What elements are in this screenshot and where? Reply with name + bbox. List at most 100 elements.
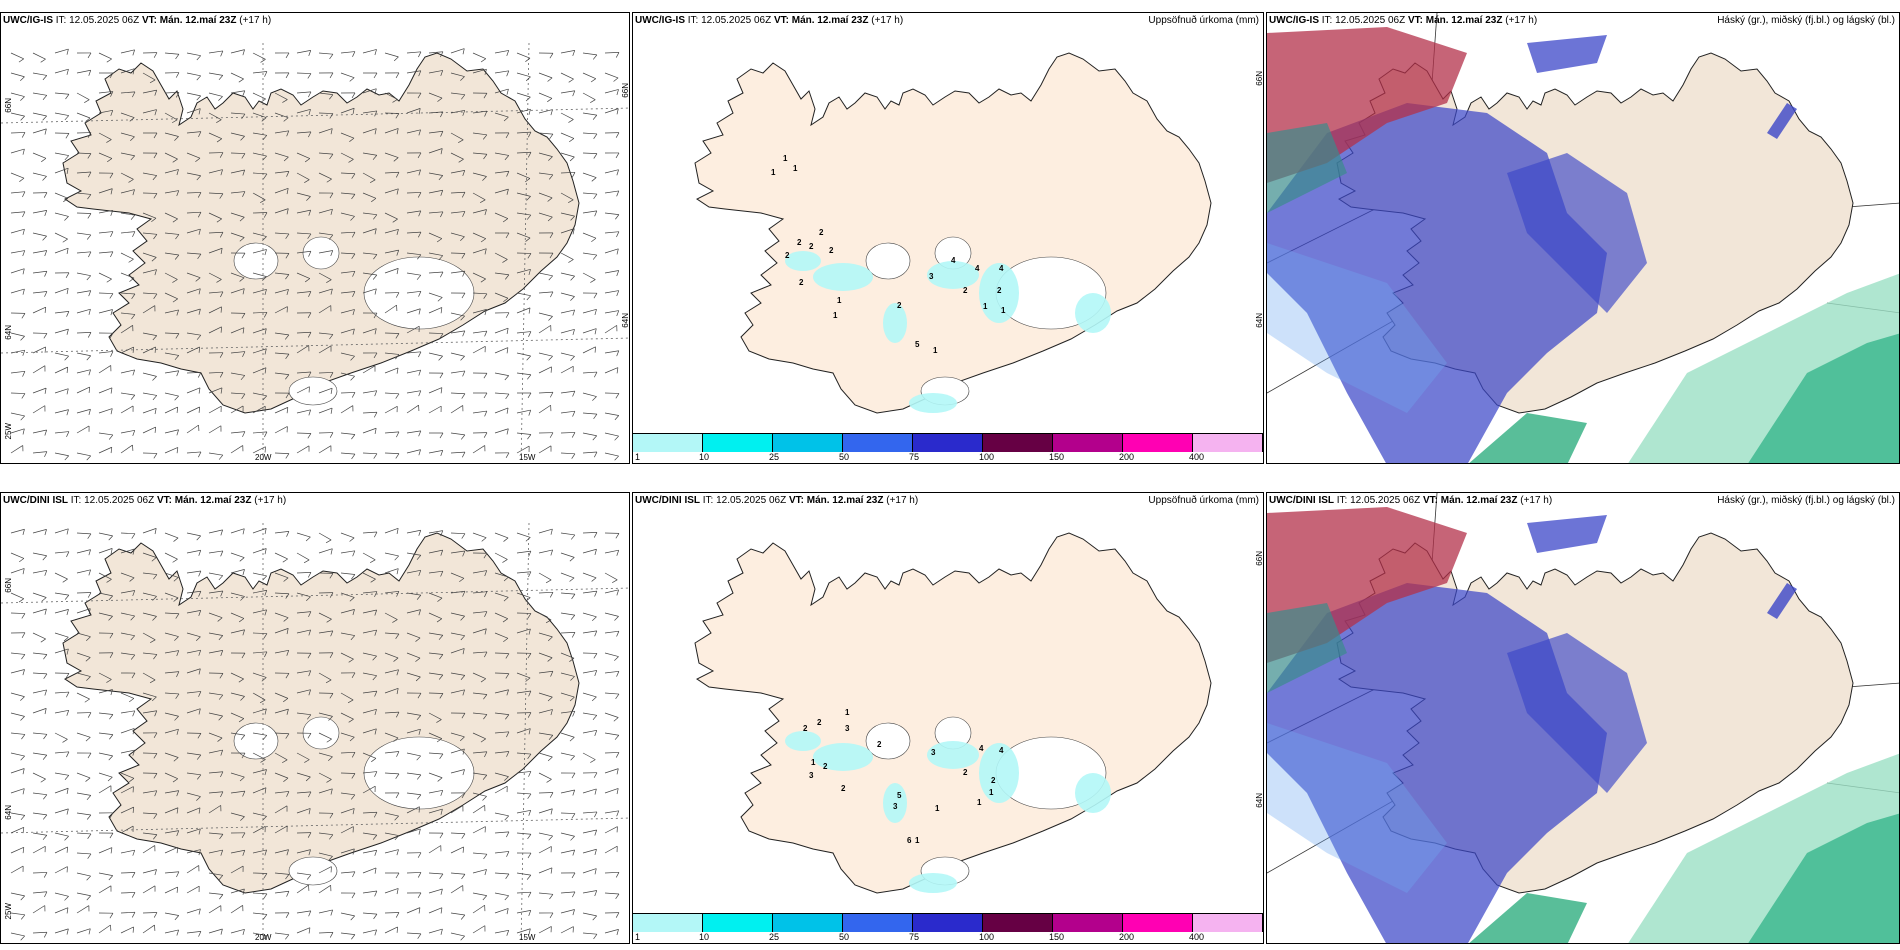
wind-barb [318,712,333,721]
wind-barb [538,792,554,798]
wind-barb [362,390,378,397]
wind-barb [582,612,597,622]
wind-barb [538,692,553,702]
wind-barb [428,172,444,181]
wind-barb [538,72,553,82]
wind-barb [318,112,334,119]
wind-barb [582,328,597,335]
wind-barb [384,212,398,223]
precip-title: Uppsöfnuð úrkoma (mm) [1148,495,1259,506]
wind-barb [384,405,398,414]
wind-barb [54,928,69,935]
wind-barb [76,732,91,742]
wind-barb [98,52,112,63]
wind-barb [296,386,310,394]
wind-barb [230,132,245,141]
wind-barb [186,346,200,354]
wind-barb [538,366,552,374]
wind-barb [98,548,113,555]
wind-barb [76,712,92,718]
wind-barb [406,772,422,780]
wind-barb [54,787,69,795]
wind-barb [472,628,487,635]
legend-swatch [703,434,773,452]
wind-barb [274,426,288,434]
wind-barb [142,790,158,797]
wind-barb [384,912,400,918]
wind-barb [494,652,510,659]
wind-barb [230,112,246,120]
wind-barb [384,632,400,639]
wind-barb [274,232,290,239]
wind-barb [560,592,576,600]
wind-barb [164,650,180,657]
wind-barb [142,732,158,739]
wind-barb [32,405,46,414]
wind-barb [252,446,266,454]
wind-barb [208,872,224,880]
wind-barb [296,629,311,636]
wind-barb [560,872,576,879]
wind-barb [98,689,113,696]
wind-barb [142,528,157,535]
wind-barb [450,392,466,399]
wind-barb [406,390,422,397]
precip-patch [883,303,907,343]
wind-barb [538,591,554,598]
wind-barb [560,112,574,123]
wind-barb [472,611,488,617]
wind-barb [472,372,488,379]
wind-barb [186,387,201,394]
wind-barb [32,232,47,241]
wind-barb [142,232,158,240]
wind-barb [142,832,158,840]
wind-barb [362,328,377,335]
lat-label-66-right: 66N [1255,551,1264,566]
wind-barb [164,728,179,735]
wind-barb [362,128,377,135]
wind-barb [230,431,246,438]
wind-barb [208,272,222,283]
wind-barb [582,92,596,103]
wind-barb [32,451,48,458]
graticule-line [1,337,629,354]
wind-barb [10,112,25,121]
wind-barb [472,132,488,140]
wind-barb [252,431,268,438]
wind-barb [450,712,466,719]
wind-barb [208,169,223,176]
wind-barb [560,849,576,856]
wind-barb [54,846,68,854]
wind-barb [516,832,532,840]
wind-barb [230,712,245,723]
wind-barb [32,429,48,436]
wind-barb [384,304,398,314]
wind-barb [296,232,312,239]
wind-barb [582,670,598,677]
wind-barb [230,49,245,56]
wind-barb [472,309,487,316]
graticule-line [1,817,629,834]
wind-barb [230,865,244,874]
wind-barb [406,290,422,297]
wind-barb [450,92,466,100]
wind-barb [164,532,179,542]
wind-barb [560,252,574,263]
wind-barb [208,550,224,557]
wind-barb [164,112,178,124]
wind-barb [428,450,444,456]
wind-barb [230,445,244,454]
wind-barb [98,872,114,881]
wind-barb [340,712,354,723]
wind-barb [230,569,245,576]
wind-barb [362,609,378,616]
wind-barb [362,228,377,235]
wind-barb [340,592,355,602]
precip-title: Uppsöfnuð úrkoma (mm) [1148,15,1259,26]
wind-barb [32,92,48,100]
wind-barb [582,210,598,217]
wind-barb [208,352,224,358]
glacier [865,242,911,280]
wind-barb [10,250,26,257]
wind-barb [340,92,356,99]
